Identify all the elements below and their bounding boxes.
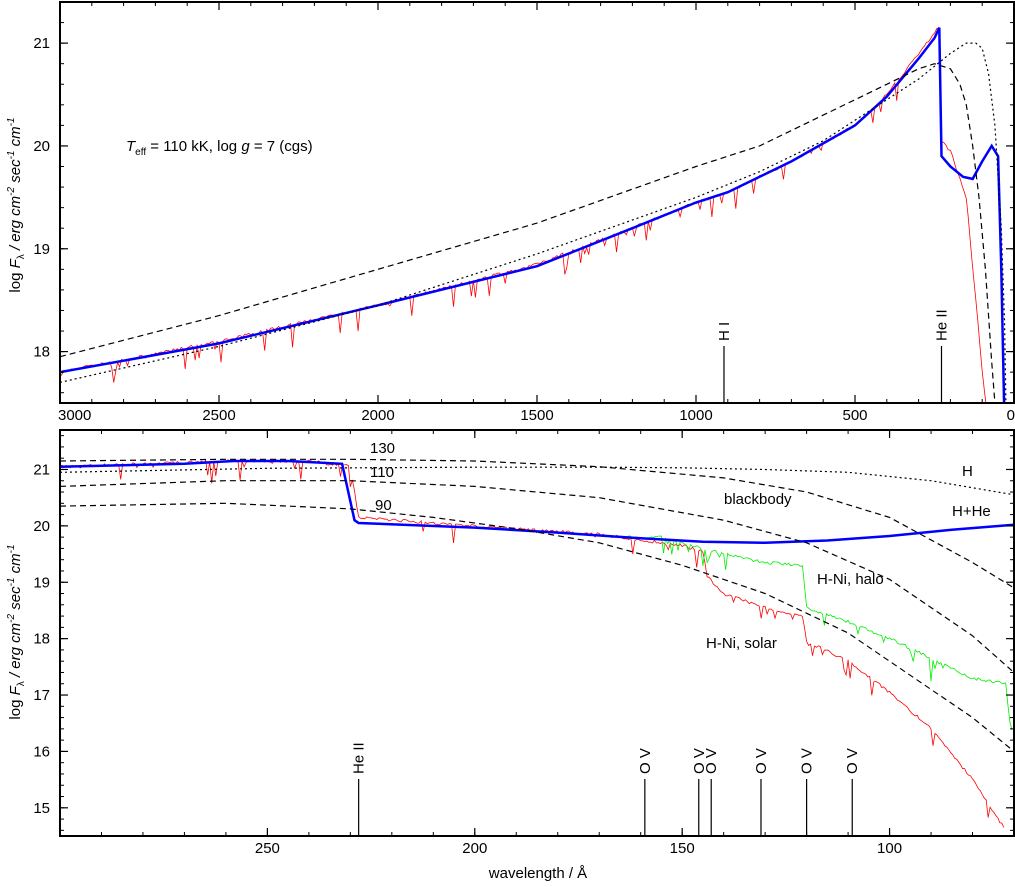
bot-line-id-label-4: O V (753, 748, 770, 774)
bot-series-4 (60, 458, 1014, 589)
top-series-3 (60, 42, 1007, 403)
bot-line-id-label-1: O V (637, 748, 654, 774)
bot-line-id-label-2: O V (691, 748, 708, 774)
bot-xtick-label-1: 200 (462, 840, 487, 857)
bot-line-id-label-3: O V (703, 748, 720, 774)
top-xtick-label-0: 3000 (58, 407, 91, 424)
bot-ytick-label-5: 20 (33, 518, 50, 535)
top-xtick-label-6: 0 (1007, 407, 1015, 424)
top-ytick-label-2: 20 (33, 138, 50, 155)
top-xtick-label-5: 500 (842, 407, 867, 424)
top-xtick-label-2: 2000 (361, 407, 394, 424)
bot-series-6 (60, 502, 1014, 752)
top-ytick-label-3: 21 (33, 35, 50, 52)
bot-line-id-label-6: O V (844, 748, 861, 774)
top-series-2 (60, 63, 996, 403)
top-panel: H I He II 3000 2500 2000 1500 1000 500 0 18 19 20 2… (6, 1, 1015, 424)
bot-ytick-label-4: 19 (33, 574, 50, 591)
bot-series-0 (60, 458, 1005, 828)
label-HHe: H+He (952, 503, 991, 520)
bot-ytick-label-6: 21 (33, 461, 50, 478)
label-solar: H-Ni, solar (706, 635, 777, 652)
bot-ytick-label-2: 17 (33, 687, 50, 704)
bot-series-5 (60, 480, 1014, 673)
top-series-0 (60, 27, 987, 403)
top-ytick-label-0: 18 (33, 344, 50, 361)
label-H: H (962, 463, 973, 480)
top-xtick-label-3: 1500 (520, 407, 553, 424)
top-line-id-label-0: H I (716, 322, 733, 341)
bot-xtick-label-0: 250 (255, 840, 280, 857)
top-ylabel: log Fλ / erg cm-2 sec-1 cm-1 (6, 117, 27, 292)
top-ytick-label-1: 19 (33, 241, 50, 258)
label-90: 90 (375, 497, 392, 514)
bot-series-3 (60, 466, 1014, 496)
bot-series-1 (619, 535, 1013, 730)
label-blackbody: blackbody (724, 491, 792, 508)
top-xtick-label-4: 1000 (679, 407, 712, 424)
label-130: 130 (370, 440, 395, 457)
top-annotation: Teff = 110 kK, log g = 7 (cgs) (126, 138, 313, 158)
bot-ytick-label-1: 16 (33, 743, 50, 760)
bot-ytick-label-3: 18 (33, 631, 50, 648)
bot-series-2 (60, 459, 1014, 545)
top-line-id-label-1: He II (933, 309, 950, 341)
bot-line-id-label-5: O V (799, 748, 816, 774)
bottom-xlabel: wavelength / Å (488, 865, 587, 882)
top-xtick-label-1: 2500 (202, 407, 235, 424)
top-plot-frame (59, 1, 1015, 404)
bot-line-id-label-0: He II (351, 742, 368, 774)
label-halo: H-Ni, halo (817, 571, 884, 588)
bot-ytick-label-0: 15 (33, 800, 50, 817)
bot-xtick-label-3: 100 (877, 840, 902, 857)
bottom-ylabel: log Fλ / erg cm-2 sec-1 cm-1 (6, 544, 27, 719)
top-series-1 (60, 27, 1006, 403)
label-110: 110 (370, 464, 394, 481)
bottom-plot-frame (59, 429, 1015, 837)
bot-xtick-label-2: 150 (670, 840, 695, 857)
